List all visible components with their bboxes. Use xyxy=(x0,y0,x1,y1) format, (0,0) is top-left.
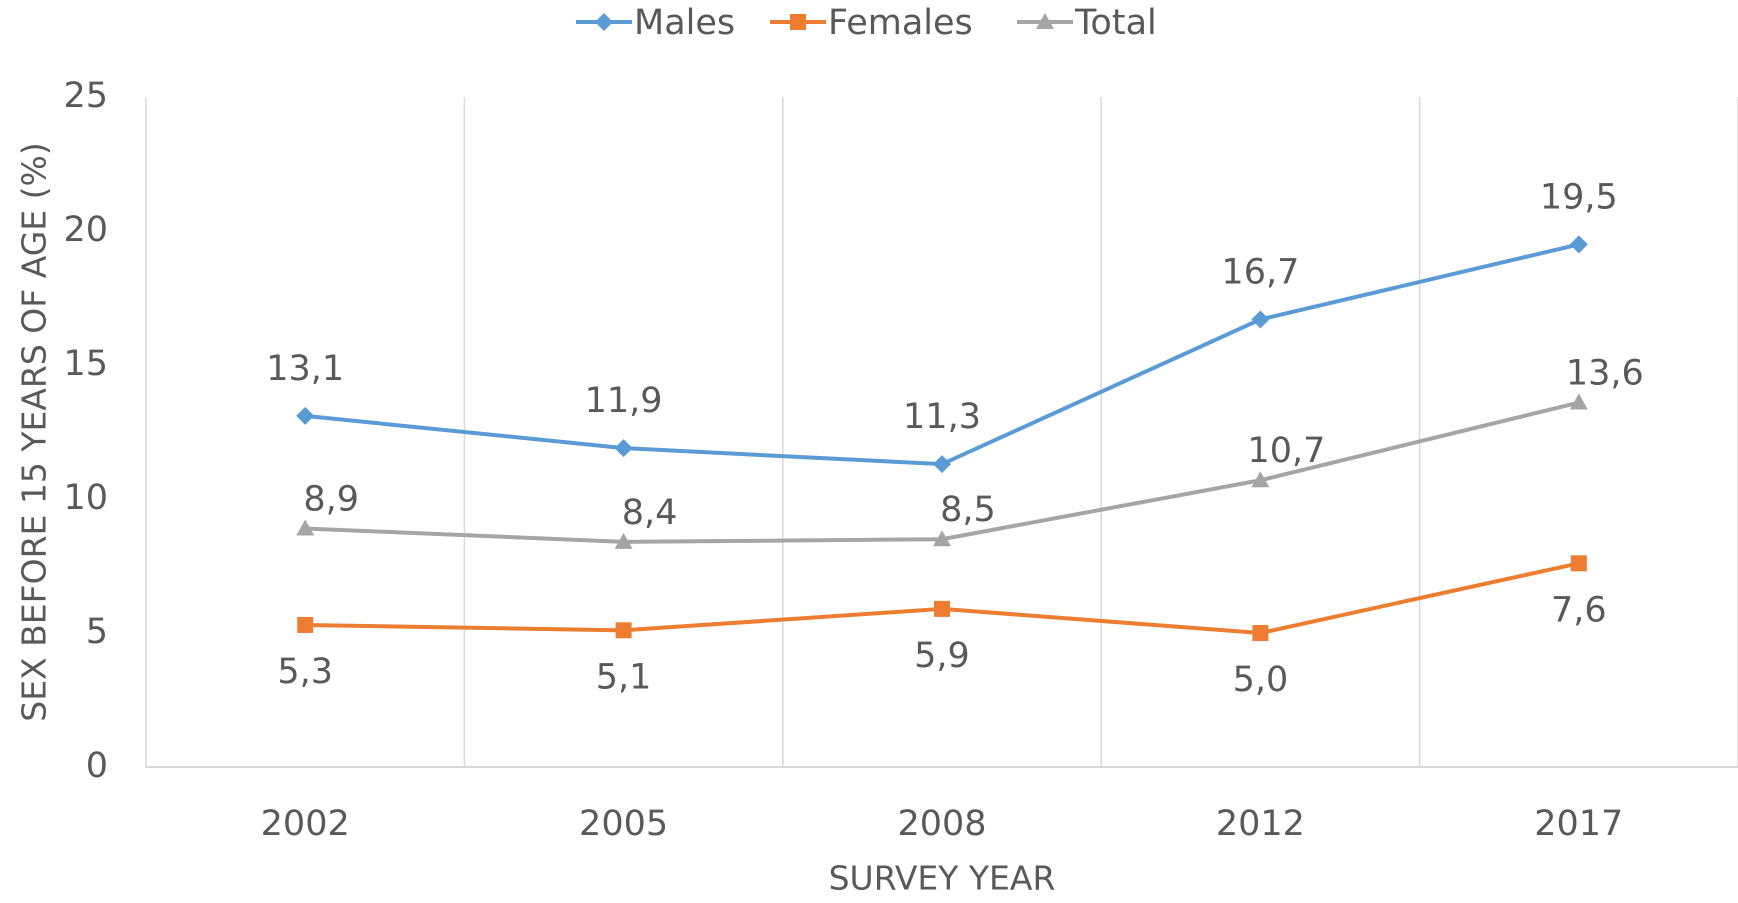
point xyxy=(296,406,315,425)
x-tick-label: 2005 xyxy=(579,804,668,844)
legend-label: Males xyxy=(634,3,735,43)
y-tick-label: 5 xyxy=(86,612,108,652)
x-tick-label: 2008 xyxy=(897,804,986,844)
data-label: 8,4 xyxy=(622,493,678,533)
y-tick-label: 20 xyxy=(63,210,108,250)
data-label: 5,9 xyxy=(914,636,970,676)
legend-marker xyxy=(790,14,806,30)
point xyxy=(614,532,633,549)
point xyxy=(614,439,633,458)
point xyxy=(615,622,632,639)
y-tick-label: 25 xyxy=(63,76,108,116)
data-label: 11,3 xyxy=(903,397,981,437)
data-label: 5,0 xyxy=(1233,660,1289,700)
point xyxy=(934,600,950,617)
data-label: 13,6 xyxy=(1566,354,1644,394)
y-tick-label: 0 xyxy=(86,746,108,786)
data-label: 11,9 xyxy=(585,381,663,421)
point xyxy=(297,616,314,633)
point xyxy=(933,530,951,547)
x-tick-label: 2017 xyxy=(1534,804,1623,844)
data-label: 7,6 xyxy=(1551,590,1607,630)
data-label: 8,5 xyxy=(940,490,996,530)
legend-marker xyxy=(595,13,613,31)
point xyxy=(1570,555,1587,572)
y-axis-title: SEX BEFORE 15 YEARS OF AGE (%) xyxy=(15,142,54,722)
point xyxy=(1251,471,1270,488)
y-tick-label: 15 xyxy=(63,344,108,384)
point xyxy=(1251,310,1270,329)
point xyxy=(1252,625,1269,641)
data-label: 19,5 xyxy=(1540,177,1618,217)
x-tick-label: 2012 xyxy=(1216,804,1305,844)
point xyxy=(933,455,951,474)
data-label: 13,1 xyxy=(266,349,344,389)
data-label: 16,7 xyxy=(1221,252,1299,292)
series-line xyxy=(305,561,1580,636)
x-axis-title: SURVEY YEAR xyxy=(829,859,1056,898)
data-label: 8,9 xyxy=(303,479,359,519)
data-label: 5,1 xyxy=(596,657,652,697)
point xyxy=(1569,235,1588,254)
y-tick-label: 10 xyxy=(63,478,108,518)
point xyxy=(296,519,315,536)
legend-label: Females xyxy=(828,3,973,43)
legend-label: Total xyxy=(1074,3,1157,43)
data-label: 10,7 xyxy=(1247,431,1325,471)
x-tick-label: 2002 xyxy=(261,804,350,844)
point xyxy=(1569,393,1588,410)
data-label: 5,3 xyxy=(277,652,333,692)
legend-marker xyxy=(1036,13,1054,29)
